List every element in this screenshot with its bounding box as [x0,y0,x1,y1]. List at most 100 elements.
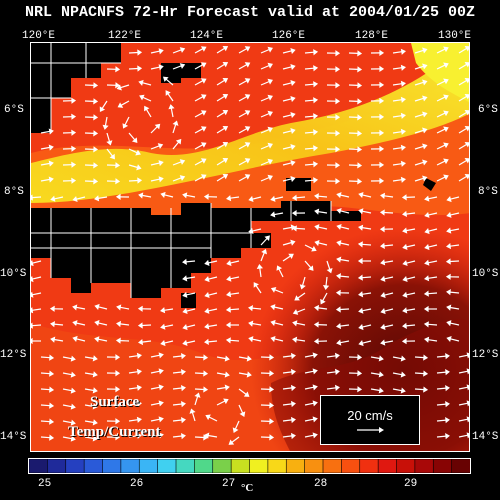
current-arrow-head [71,161,77,168]
current-arrow-shaft [238,112,248,118]
current-arrow-head [357,386,363,393]
current-arrow-head [49,402,55,409]
current-arrow-head [244,110,251,116]
current-arrow-shaft [318,242,328,246]
colorbar-swatch [285,459,306,473]
current-arrow-head [269,418,275,425]
current-arrow-head [320,298,326,305]
current-arrow-head [443,78,449,85]
current-arrow-head [115,82,121,89]
current-arrow-head [48,144,54,151]
current-arrow-head [358,291,364,298]
current-arrow-head [424,195,430,202]
current-arrow-shaft [384,340,394,344]
current-arrow-head [270,211,276,218]
current-arrow-head [224,355,230,362]
current-arrow-head [92,371,98,378]
current-arrow-head [358,208,364,215]
current-arrow-shaft [194,356,205,359]
current-arrow-shaft [370,356,380,360]
colorbar-swatch [451,459,470,473]
current-arrow-head [313,65,319,72]
current-arrow-shaft [282,66,292,70]
current-arrow-head [135,149,141,156]
current-arrow-shaft [216,372,226,376]
colorbar-unit: °C [241,482,254,494]
current-arrow-head [93,146,99,153]
current-arrow-shaft [32,292,42,296]
current-arrow-head [380,291,386,299]
current-arrow-head [312,352,318,359]
current-arrow-head [269,402,275,409]
lon-label-122: 122°E [108,30,142,42]
current-arrow-shaft [318,226,328,230]
current-arrow-shaft [427,323,438,326]
current-arrow-head [466,432,469,439]
current-arrow-head [357,82,363,89]
current-arrow-shaft [392,388,402,392]
lat-label-10s-left: 10°S [0,268,27,280]
current-arrow-head [204,307,210,314]
current-arrow-shaft [207,340,218,343]
current-arrow-head [225,306,231,313]
current-arrow-shaft [326,387,336,390]
current-arrow-head [335,130,341,137]
current-arrow-head [422,175,428,182]
current-arrow-head [136,384,142,391]
current-arrow-head [244,126,251,132]
current-arrow-head [358,307,364,314]
current-arrow-head [31,260,34,267]
current-arrow-head [93,130,99,137]
current-arrow-head [71,145,77,152]
current-arrow-head [313,145,319,152]
current-arrow-head [182,291,188,298]
current-arrow-shaft [282,435,292,438]
lat-label-6s-left: 6°S [4,104,24,116]
current-arrow-shaft [194,144,204,150]
current-arrow-head [70,355,76,362]
current-arrow-head [464,94,469,100]
current-arrow-shaft [84,372,94,376]
current-arrow-shaft [436,112,446,118]
current-arrow-shaft [194,436,205,439]
current-arrow-shaft [150,370,160,374]
lat-label-14s-right: 14°S [472,431,499,443]
colorbar-swatch [359,459,379,473]
current-arrow-shaft [428,228,438,232]
current-arrow-head [256,264,264,270]
current-arrow-shaft [282,98,292,102]
current-arrow-head [308,265,314,271]
current-arrow-head [335,82,341,89]
colorbar-swatch [230,459,251,473]
current-arrow-shaft [370,388,380,392]
current-arrow-head [267,126,273,133]
current-arrow-shaft [40,146,51,150]
current-arrow-shaft [231,436,240,443]
current-arrow-shaft [260,96,270,102]
current-arrow-shaft [216,159,226,166]
current-arrow-head [106,140,113,146]
current-arrow-head [115,66,121,73]
current-arrow-head [357,50,363,57]
current-arrow-head [115,418,121,425]
colorbar-swatch [267,459,288,473]
current-arrow-shaft [150,145,160,150]
colorbar-swatch [65,459,85,473]
current-arrow-head [464,126,469,132]
current-arrow-head [400,128,406,135]
current-arrow-shaft [414,113,424,118]
current-arrow-shaft [185,260,196,263]
current-arrow-shaft [238,356,249,360]
current-arrow-shaft [40,178,51,182]
current-arrow-head [270,319,276,326]
current-arrow-head [182,192,188,199]
current-arrow-shaft [141,324,152,327]
current-arrow-head [313,321,319,328]
current-arrow-head [136,164,142,171]
current-arrow-shaft [304,418,314,422]
current-arrow-head [49,370,55,377]
current-arrow-shaft [194,96,204,102]
current-arrow-head [179,175,186,181]
current-arrow-head [137,65,143,72]
current-arrow-shaft [383,211,394,214]
